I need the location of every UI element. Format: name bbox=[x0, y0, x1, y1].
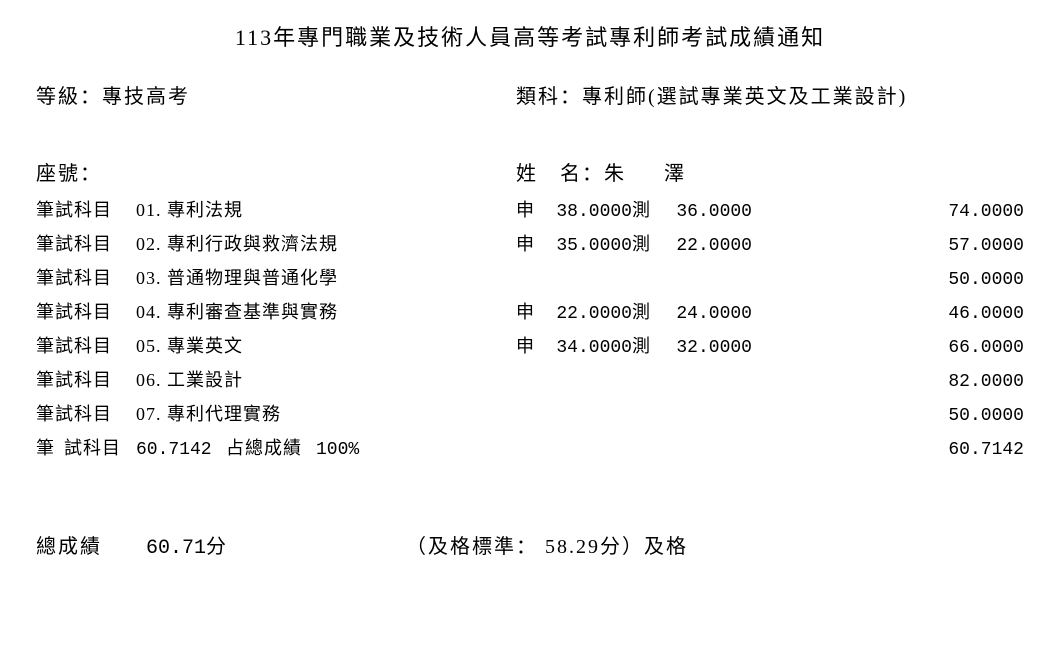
subject-name: 05. 專業英文 bbox=[136, 330, 516, 362]
ce-label: 測 bbox=[632, 194, 662, 226]
summary-avg: 60.7142 bbox=[136, 434, 226, 466]
subject-name: 01. 專利法規 bbox=[136, 194, 516, 226]
name-label: 姓 名： bbox=[516, 163, 604, 185]
shen-value: 22.0000 bbox=[546, 298, 632, 330]
summary-pct-label: 占總成績 bbox=[226, 432, 316, 464]
category-field: 類科：專利師(選試專業英文及工業設計) bbox=[516, 80, 1024, 109]
ce-value: 24.0000 bbox=[662, 298, 752, 330]
subject-row-label: 筆試科目 bbox=[36, 228, 136, 260]
subject-row-label: 筆試科目 bbox=[36, 194, 136, 226]
subject-name: 06. 工業設計 bbox=[136, 364, 516, 396]
level-field: 等級：專技高考 bbox=[36, 80, 516, 109]
seat-name-row: 座號： 姓 名：朱 澤 bbox=[36, 157, 1024, 186]
subject-name: 04. 專利審查基準與實務 bbox=[136, 296, 516, 328]
subject-total: 46.0000 bbox=[924, 298, 1024, 330]
final-score: 60.71分 bbox=[146, 530, 406, 560]
written-summary-row: 筆 試科目 60.7142 占總成績 100% 60.7142 bbox=[36, 432, 1024, 466]
seat-label: 座號： bbox=[36, 163, 102, 185]
shen-label: 申 bbox=[516, 228, 546, 260]
spacer bbox=[36, 117, 1024, 157]
level-category-row: 等級：專技高考 類科：專利師(選試專業英文及工業設計) bbox=[36, 80, 1024, 109]
subject-row-label: 筆試科目 bbox=[36, 296, 136, 328]
shen-label: 申 bbox=[516, 330, 546, 362]
score-notice-document: 113年專門職業及技術人員高等考試專利師考試成績通知 等級：專技高考 類科：專利… bbox=[0, 0, 1060, 650]
ce-value: 32.0000 bbox=[662, 332, 752, 364]
subject-row: 筆試科目03. 普通物理與普通化學 50.0000 bbox=[36, 262, 1024, 296]
subject-row-label: 筆試科目 bbox=[36, 398, 136, 430]
final-label: 總成績 bbox=[36, 530, 146, 559]
subject-row: 筆試科目06. 工業設計 82.0000 bbox=[36, 364, 1024, 398]
seat-field: 座號： bbox=[36, 157, 516, 186]
subject-name: 03. 普通物理與普通化學 bbox=[136, 262, 516, 294]
subject-total: 57.0000 bbox=[924, 230, 1024, 262]
subject-row: 筆試科目01. 專利法規申38.0000測36.0000 74.0000 bbox=[36, 194, 1024, 228]
subject-total: 66.0000 bbox=[924, 332, 1024, 364]
name-value: 朱 澤 bbox=[604, 163, 694, 185]
subject-total: 50.0000 bbox=[924, 264, 1024, 296]
subject-row: 筆試科目05. 專業英文申34.0000測32.0000 66.0000 bbox=[36, 330, 1024, 364]
ce-label: 測 bbox=[632, 228, 662, 260]
shen-value: 35.0000 bbox=[546, 230, 632, 262]
subjects-table: 筆試科目01. 專利法規申38.0000測36.000074.0000筆試科目0… bbox=[36, 194, 1024, 432]
summary-label-b: 試科目 bbox=[64, 432, 136, 464]
category-value: 專利師(選試專業英文及工業設計) bbox=[582, 86, 907, 108]
subject-name: 02. 專利行政與救濟法規 bbox=[136, 228, 516, 260]
subject-total: 82.0000 bbox=[924, 366, 1024, 398]
level-value: 專技高考 bbox=[102, 86, 190, 108]
final-score-row: 總成績 60.71分 （及格標準： 58.29分）及格 bbox=[36, 530, 1024, 560]
name-field: 姓 名：朱 澤 bbox=[516, 157, 1024, 186]
ce-value: 36.0000 bbox=[662, 196, 752, 228]
summary-pct-value: 100% bbox=[316, 434, 376, 466]
summary-total: 60.7142 bbox=[924, 434, 1024, 466]
level-label: 等級： bbox=[36, 86, 102, 108]
subject-row-label: 筆試科目 bbox=[36, 364, 136, 396]
subject-total: 74.0000 bbox=[924, 196, 1024, 228]
ce-value: 22.0000 bbox=[662, 230, 752, 262]
subject-row: 筆試科目02. 專利行政與救濟法規申35.0000測22.0000 57.0000 bbox=[36, 228, 1024, 262]
subject-row-label: 筆試科目 bbox=[36, 262, 136, 294]
shen-label: 申 bbox=[516, 194, 546, 226]
category-label: 類科： bbox=[516, 86, 582, 108]
ce-label: 測 bbox=[632, 296, 662, 328]
subject-name: 07. 專利代理實務 bbox=[136, 398, 516, 430]
subject-total: 50.0000 bbox=[924, 400, 1024, 432]
subject-row: 筆試科目07. 專利代理實務 50.0000 bbox=[36, 398, 1024, 432]
document-title: 113年專門職業及技術人員高等考試專利師考試成績通知 bbox=[36, 20, 1024, 52]
final-standard: （及格標準： 58.29分）及格 bbox=[406, 530, 1024, 559]
subject-row-label: 筆試科目 bbox=[36, 330, 136, 362]
shen-label: 申 bbox=[516, 296, 546, 328]
ce-label: 測 bbox=[632, 330, 662, 362]
summary-label-a: 筆 bbox=[36, 432, 64, 464]
shen-value: 38.0000 bbox=[546, 196, 632, 228]
shen-value: 34.0000 bbox=[546, 332, 632, 364]
subject-row: 筆試科目04. 專利審查基準與實務申22.0000測24.0000 46.0000 bbox=[36, 296, 1024, 330]
